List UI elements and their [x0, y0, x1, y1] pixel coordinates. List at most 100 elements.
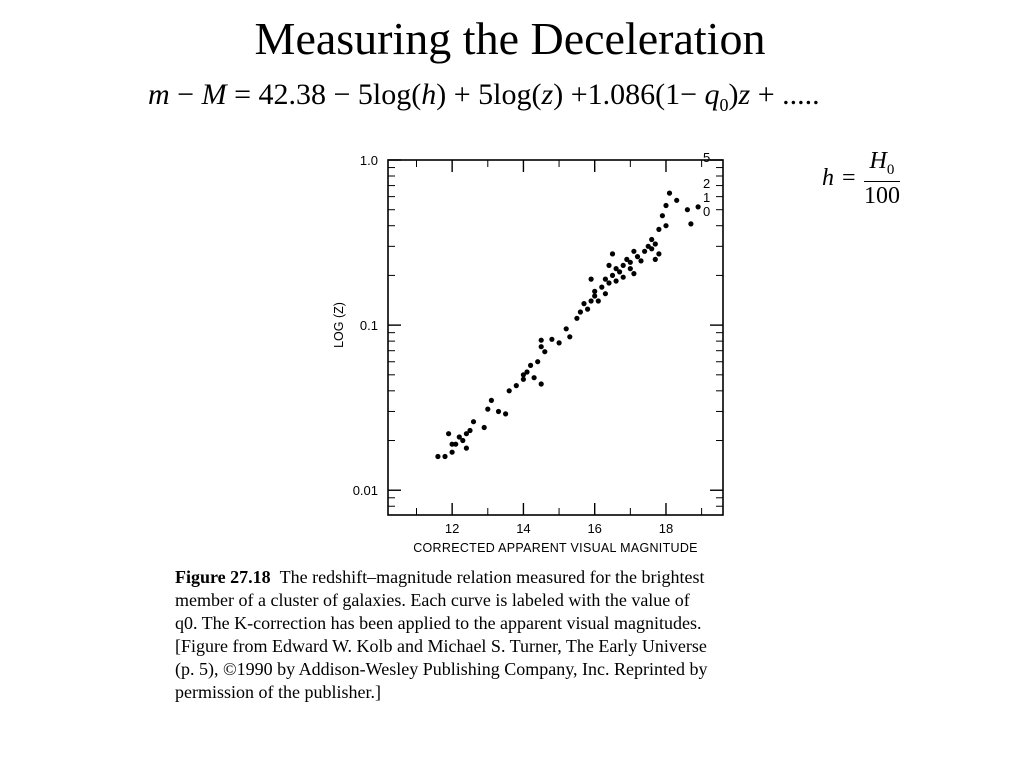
data-point	[620, 262, 626, 268]
x-tick-label: 18	[659, 521, 673, 536]
data-point	[463, 445, 469, 451]
data-point	[652, 256, 658, 262]
data-point	[456, 434, 462, 440]
data-point	[549, 336, 555, 342]
curve-label-q0-1: 1	[703, 190, 710, 205]
data-point	[495, 408, 502, 415]
eq-tail: + .....	[757, 78, 820, 111]
eq-q-sub: 0	[719, 95, 729, 115]
chart-svg: 0.01 0.1 1.0 12 14 16 18 CORRECTED APPARENT VIS…	[332, 150, 724, 555]
data-point	[574, 315, 580, 321]
plot-frame	[387, 159, 724, 516]
data-point	[513, 383, 519, 389]
data-point	[609, 251, 616, 257]
data-point	[606, 262, 612, 268]
data-point	[592, 293, 598, 299]
data-point	[609, 272, 616, 278]
data-point	[613, 278, 619, 284]
data-point	[488, 397, 494, 403]
data-point	[659, 213, 665, 219]
hdef-H: H	[869, 148, 887, 174]
hdef-h: h	[822, 165, 834, 192]
data-point	[449, 449, 455, 455]
eq-z2: z	[738, 78, 751, 111]
data-point	[613, 266, 619, 272]
data-point	[467, 427, 473, 434]
x-axis-title: CORRECTED APPARENT VISUAL MAGNITUDE	[413, 541, 698, 555]
eq-q: q	[704, 78, 720, 111]
eq-M: M	[201, 78, 227, 111]
data-point	[602, 291, 608, 297]
eq-term1: − 5log(	[333, 78, 422, 111]
data-point	[595, 298, 601, 304]
hdef-fraction: H0 100	[863, 148, 901, 210]
data-point	[528, 362, 534, 368]
data-point	[642, 248, 648, 254]
data-point	[592, 288, 598, 294]
data-point	[524, 369, 530, 375]
hubble-parameter-definition: h = H0 100	[822, 148, 901, 210]
data-point	[460, 437, 466, 444]
eq-minus: −	[177, 78, 195, 111]
redshift-magnitude-chart: 0.01 0.1 1.0 12 14 16 18 CORRECTED APPARENT VIS…	[320, 140, 740, 560]
data-point	[649, 236, 655, 243]
distance-modulus-equation: m − M = 42.38 − 5log(h) + 5log(z) +1.086…	[148, 78, 820, 116]
hdef-denominator: 100	[863, 182, 900, 209]
data-point	[624, 256, 630, 262]
hdef-H-sub: 0	[886, 161, 895, 178]
data-point	[446, 431, 452, 437]
data-point	[449, 441, 455, 447]
data-point	[538, 337, 544, 343]
y-tick-label: 0.01	[353, 483, 378, 498]
data-point	[435, 453, 441, 460]
y-tick-label: 0.1	[360, 318, 378, 333]
data-point	[606, 280, 612, 286]
x-tick-label: 14	[516, 521, 530, 536]
caption-line-1: Figure 27.18 The redshift–magnitude rela…	[175, 566, 795, 589]
data-point	[563, 326, 569, 332]
data-point	[585, 306, 591, 312]
caption-figure-label: Figure 27.18	[175, 567, 271, 587]
eq-equals: =	[234, 78, 252, 111]
data-point	[652, 241, 658, 247]
data-point	[695, 204, 701, 210]
data-point	[581, 301, 587, 307]
curve-label-q0-5: 5	[703, 150, 710, 165]
data-point	[688, 221, 694, 227]
data-point	[520, 372, 526, 378]
data-point	[535, 359, 541, 365]
figure-caption: Figure 27.18 The redshift–magnitude rela…	[175, 566, 795, 704]
data-point	[485, 406, 491, 412]
data-point	[656, 226, 662, 232]
caption-line-6: permission of the publisher.]	[175, 682, 381, 702]
data-point	[638, 258, 644, 264]
data-point	[470, 419, 477, 425]
data-point	[599, 284, 605, 290]
data-point	[538, 344, 544, 350]
data-point	[666, 190, 673, 196]
data-point	[656, 251, 662, 257]
caption-line-3: q0. The K-correction has been applied to…	[175, 613, 702, 633]
data-point	[542, 349, 548, 355]
data-point	[481, 424, 487, 431]
hdef-equals: =	[842, 165, 856, 192]
data-point	[602, 276, 608, 282]
data-point	[674, 197, 680, 203]
data-point	[503, 411, 509, 417]
data-point	[442, 453, 448, 460]
slide-title: Measuring the Deceleration	[254, 13, 766, 64]
data-point	[684, 207, 690, 213]
data-point	[617, 269, 623, 275]
caption-line-5: (p. 5), ©1990 by Addison-Wesley Publishi…	[175, 659, 708, 679]
eq-term2: + 5log(	[453, 78, 542, 111]
eq-close1: )	[436, 78, 447, 111]
data-point	[631, 271, 637, 277]
eq-close2: )	[553, 78, 564, 111]
y-tick-label: 1.0	[360, 153, 378, 168]
data-point	[649, 246, 655, 252]
x-tick-label: 12	[445, 521, 459, 536]
data-point	[663, 202, 669, 209]
caption-line-2: member of a cluster of galaxies. Each cu…	[175, 590, 690, 610]
data-point	[538, 381, 544, 387]
eq-const: 42.38	[258, 78, 327, 111]
